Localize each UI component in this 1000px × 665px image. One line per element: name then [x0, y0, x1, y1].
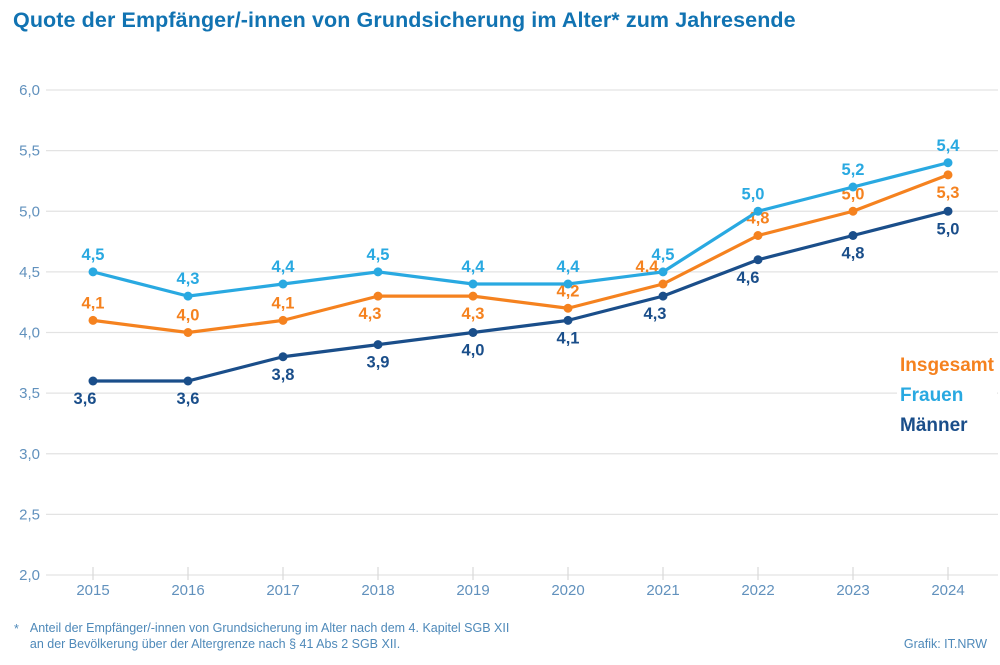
data-point [278, 279, 288, 289]
data-point [943, 170, 953, 180]
data-point [88, 376, 98, 386]
data-point [373, 267, 383, 277]
data-label: 4,3 [177, 270, 200, 288]
data-point [468, 291, 478, 301]
series-line-insgesamt [91, 173, 950, 335]
y-axis-tick-label: 5,0 [19, 203, 40, 220]
x-axis-tick-label: 2015 [76, 582, 109, 599]
data-point [658, 267, 668, 277]
x-axis-tick-label: 2021 [646, 582, 679, 599]
data-label: 3,6 [177, 390, 200, 408]
data-label: 5,0 [937, 220, 960, 238]
data-label: 4,8 [842, 245, 865, 263]
footnote: * Anteil der Empfänger/-innen von Grunds… [14, 620, 509, 652]
y-axis-tick-label: 4,5 [19, 264, 40, 281]
data-label: 4,2 [557, 282, 580, 300]
series-line-männer [91, 209, 950, 383]
data-point [373, 340, 383, 350]
data-label: 3,8 [272, 366, 295, 384]
x-axis-tick-label: 2023 [836, 582, 869, 599]
x-axis-tick-label: 2017 [266, 582, 299, 599]
data-point [88, 267, 98, 277]
data-label: 3,6 [74, 390, 97, 408]
y-axis-tick-label: 6,0 [19, 82, 40, 99]
data-point [468, 328, 478, 337]
data-label: 4,6 [737, 269, 760, 287]
data-label: 4,5 [652, 246, 675, 264]
data-point [848, 206, 858, 216]
y-axis-tick-label: 4,0 [19, 325, 40, 342]
x-axis-tick-label: 2018 [361, 582, 394, 599]
data-point [563, 279, 573, 289]
data-label: 4,4 [557, 258, 581, 276]
y-axis-tick-label: 3,0 [19, 446, 40, 463]
data-label: 4,1 [272, 294, 295, 312]
data-point [183, 328, 193, 337]
data-point [943, 158, 953, 168]
legend-item-mnner: Männer [897, 411, 997, 441]
chart-legend: Insgesamt Frauen Männer [897, 351, 997, 441]
data-point [753, 206, 763, 216]
chart-title: Quote der Empfänger/-innen von Grundsich… [13, 8, 796, 32]
data-label: 4,4 [272, 258, 296, 276]
data-label: 4,3 [644, 305, 667, 323]
footnote-asterisk: * [14, 622, 19, 636]
data-point [183, 291, 193, 301]
data-point [848, 231, 858, 240]
data-point [658, 279, 668, 289]
data-point [848, 182, 858, 192]
data-point [278, 352, 288, 362]
legend-item-insgesamt: Insgesamt [897, 351, 997, 381]
footnote-line-2: an der Bevölkerung über der Altergrenze … [29, 637, 401, 651]
data-label: 4,1 [557, 329, 580, 347]
x-axis-tick-label: 2020 [551, 582, 584, 599]
data-label: 5,4 [937, 137, 961, 155]
data-label: 4,4 [462, 258, 486, 276]
data-label: 4,0 [462, 342, 485, 360]
x-axis-tick-label: 2019 [456, 582, 489, 599]
data-point [563, 303, 573, 313]
data-point [658, 291, 668, 301]
data-point [183, 376, 193, 386]
x-axis-tick-label: 2016 [171, 582, 204, 599]
y-axis-tick-label: 3,5 [19, 385, 40, 402]
data-point [753, 231, 763, 240]
data-label: 5,2 [842, 161, 865, 179]
data-label: 3,9 [367, 354, 390, 372]
data-point [943, 206, 953, 216]
series-line-frauen [91, 161, 950, 298]
y-axis-tick-label: 2,0 [19, 567, 40, 584]
x-axis-tick-label: 2024 [931, 582, 964, 599]
data-point [563, 315, 573, 325]
data-point [468, 279, 478, 289]
data-label: 4,3 [462, 305, 485, 323]
data-label: 5,3 [937, 184, 960, 202]
data-point [753, 255, 763, 265]
footnote-line-1: Anteil der Empfänger/-innen von Grundsic… [29, 621, 510, 635]
data-point [278, 315, 288, 325]
data-label: 4,5 [82, 246, 105, 264]
footnote-text: Anteil der Empfänger/-innen von Grundsic… [30, 620, 509, 652]
legend-item-frauen: Frauen [897, 381, 997, 411]
data-label: 4,3 [359, 305, 382, 323]
data-label: 5,0 [742, 185, 765, 203]
credit: Grafik: IT.NRW [903, 637, 987, 651]
data-label: 4,1 [82, 294, 105, 312]
x-axis-tick-label: 2022 [741, 582, 774, 599]
data-label: 4,0 [177, 307, 200, 325]
y-axis-tick-label: 2,5 [19, 506, 40, 523]
data-point [373, 291, 383, 301]
y-axis-tick-label: 5,5 [19, 143, 40, 160]
data-point [88, 315, 98, 325]
data-label: 4,5 [367, 246, 390, 264]
